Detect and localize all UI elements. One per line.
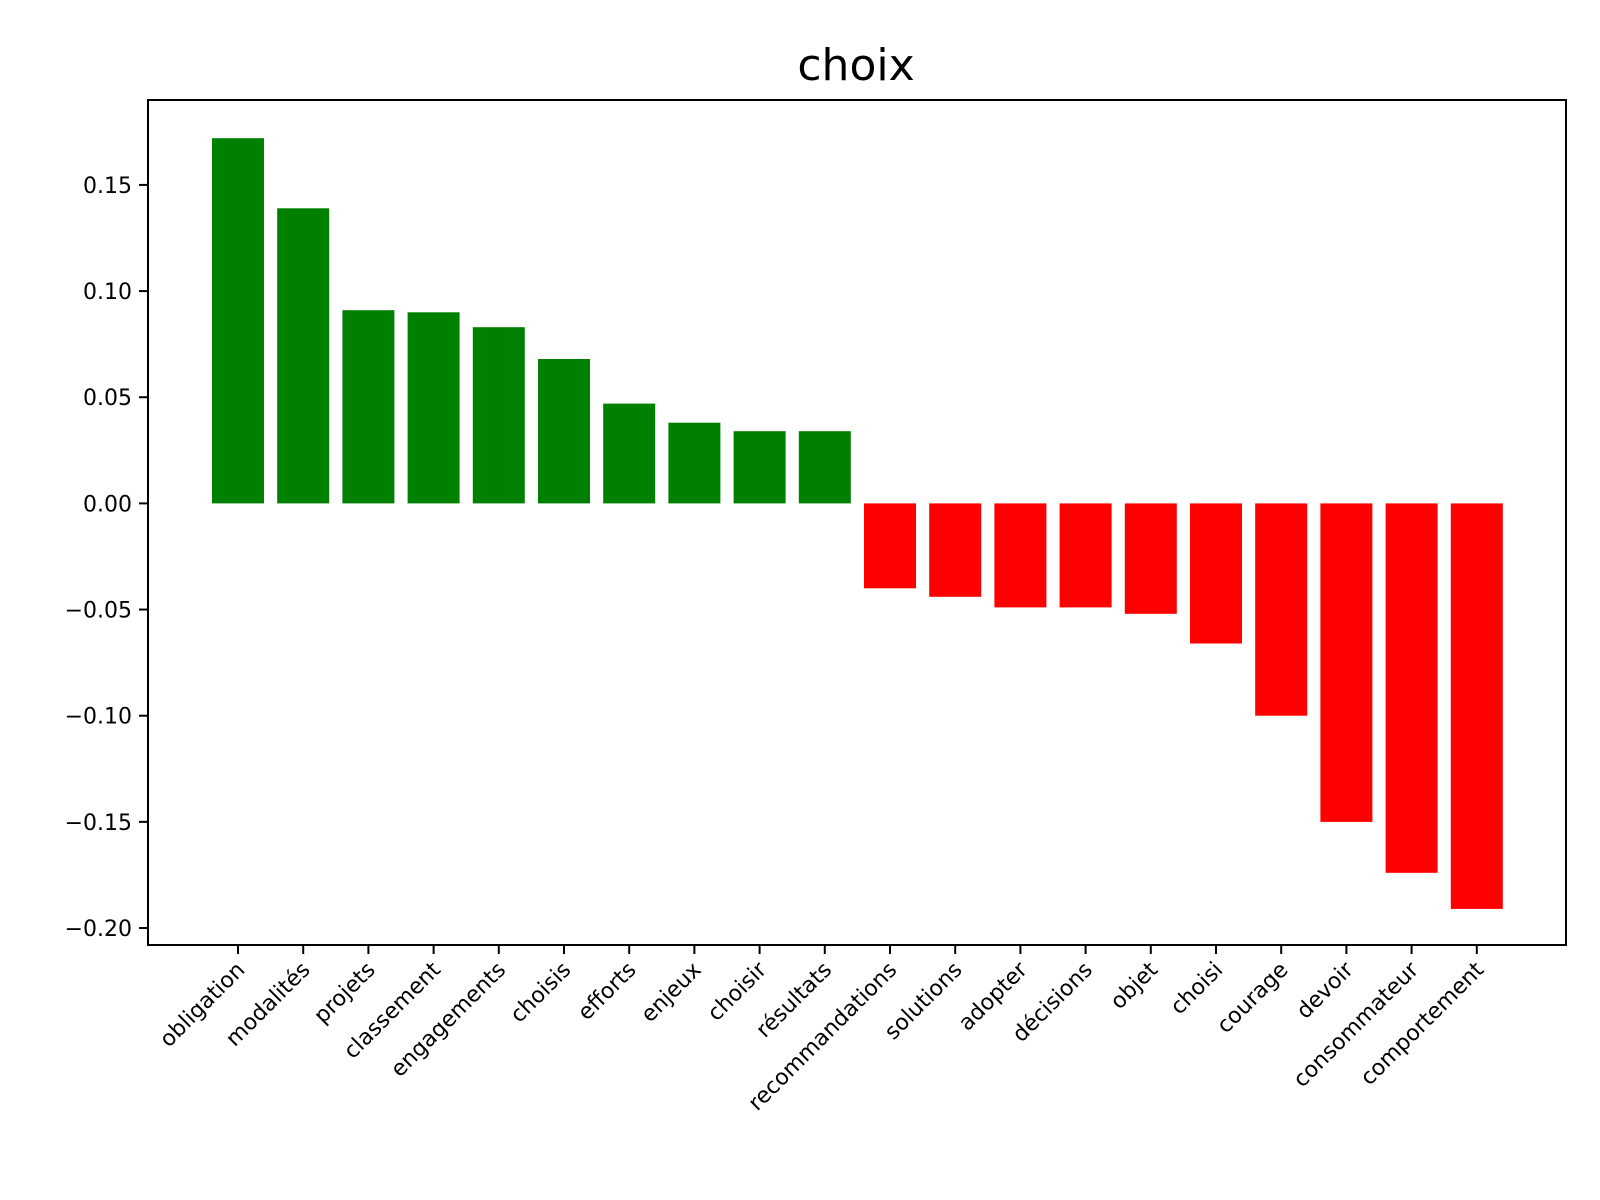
bar-choisir [733, 431, 786, 504]
x-tick-label: efforts [573, 958, 641, 1026]
y-tick-label: −0.10 [65, 705, 132, 730]
x-tick-label: objet [1106, 957, 1163, 1014]
x-axis: obligationmodalitésprojetsclassementenga… [155, 945, 1489, 1116]
y-tick-label: −0.20 [65, 917, 132, 942]
bar-choisis [538, 359, 590, 504]
bar-projets [342, 310, 395, 504]
bar-décisions [1059, 503, 1112, 608]
y-axis: 0.15 0.10 0.05 0.00 −0.05 −0.10 −0.15 −0.20 [65, 174, 148, 942]
chart-title: choix [797, 40, 914, 91]
bar-modalités [277, 208, 330, 504]
x-tick-label: engagements [386, 958, 511, 1083]
bar-comportement [1450, 503, 1503, 909]
bar-recommandations [864, 503, 916, 589]
bar-consommateur [1385, 503, 1438, 873]
bar-objet [1124, 503, 1177, 614]
y-tick-label: −0.05 [65, 599, 132, 624]
y-tick-label: 0.15 [83, 174, 132, 199]
bar-enjeux [668, 422, 721, 504]
x-tick-label: courage [1212, 958, 1293, 1039]
y-tick-label: 0.10 [83, 280, 132, 305]
x-tick-label: choisi [1166, 958, 1228, 1020]
bar-choisi [1190, 503, 1242, 644]
bars-group [212, 138, 1503, 909]
bar-classement [407, 312, 460, 504]
bar-engagements [472, 327, 525, 504]
bar-résultats [798, 431, 851, 504]
bar-obligation [212, 138, 264, 504]
bar-solutions [929, 503, 982, 597]
x-tick-label: enjeux [637, 958, 707, 1028]
bar-efforts [603, 403, 656, 504]
bar-devoir [1320, 503, 1373, 822]
bar-adopter [994, 503, 1047, 608]
y-tick-label: −0.15 [65, 811, 132, 836]
y-tick-label: 0.05 [83, 386, 132, 411]
bar-courage [1255, 503, 1308, 716]
x-tick-label: choisis [506, 958, 576, 1028]
x-tick-label: comportement [1356, 957, 1489, 1090]
plot-frame [147, 99, 1567, 946]
y-tick-label: 0.00 [83, 492, 132, 517]
